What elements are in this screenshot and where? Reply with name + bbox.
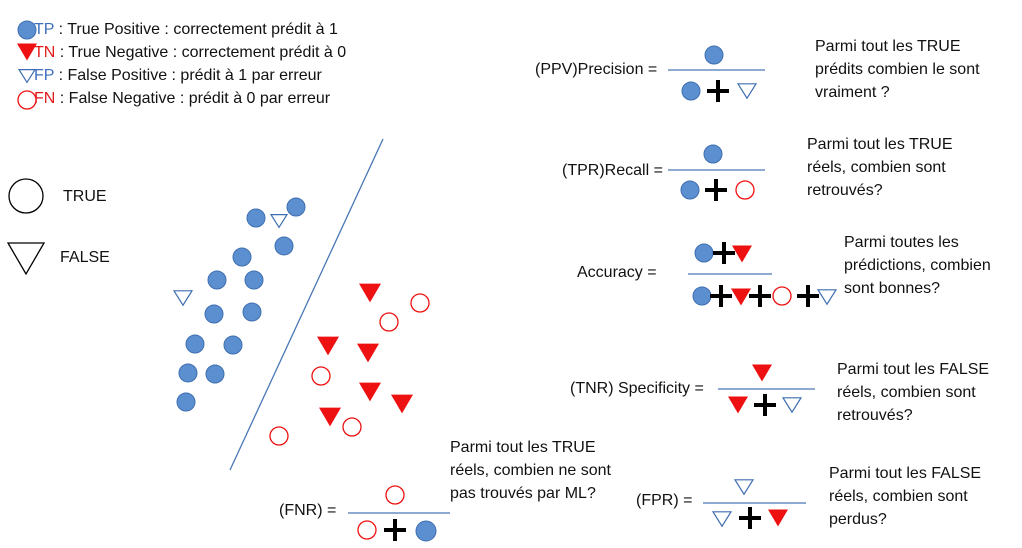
recall-note: Parmi tout les TRUE réels, combien sont …: [807, 133, 953, 202]
tn-triangle-icon: [319, 407, 341, 427]
precision-note: Parmi tout les TRUE prédits combien le s…: [815, 35, 980, 104]
fpr-note-line: perdus?: [829, 511, 887, 528]
fp-triangle-icon: [736, 83, 758, 100]
fp-triangle-icon: [781, 397, 803, 414]
legend-tp-abbr: TP: [34, 21, 55, 38]
fp-triangle-icon: [172, 290, 194, 307]
specificity-note-line: retrouvés?: [837, 407, 913, 424]
legend-fp: FP : False Positive : prédit à 1 par err…: [16, 67, 322, 85]
fpr-note: Parmi tout les FALSE réels, combien sont…: [829, 462, 981, 531]
tp-circle-icon: [17, 20, 37, 40]
fn-circle-icon: [410, 293, 430, 313]
tp-circle-icon: [207, 270, 227, 290]
fn-circle-icon: [269, 426, 289, 446]
tn-triangle-icon: [359, 382, 381, 402]
tp-circle-icon: [176, 392, 196, 412]
legend-tp-text: : True Positive : correctement prédit à …: [54, 21, 338, 38]
tp-circle-icon: [204, 304, 224, 324]
tp-circle-icon: [415, 520, 437, 542]
tp-circle-icon: [680, 180, 700, 200]
legend-fp-abbr: FP: [34, 67, 55, 84]
tp-circle-icon: [703, 144, 723, 164]
precision-note-line: vraiment ?: [815, 84, 890, 101]
fn-circle-icon: [772, 286, 792, 306]
tp-circle-icon: [246, 208, 266, 228]
recall-note-line: réels, combien sont: [807, 159, 946, 176]
tp-circle-icon: [694, 243, 714, 263]
legend-fn-abbr: FN: [34, 90, 56, 107]
fn-circle-icon: [379, 312, 399, 332]
tp-circle-icon: [692, 286, 712, 306]
tp-circle-icon: [205, 364, 225, 384]
legend-fn-text: : False Negative : prédit à 0 par erreur: [55, 90, 331, 107]
recall-label: (TPR)Recall =: [562, 162, 663, 179]
accuracy-note: Parmi toutes les prédictions, combien so…: [844, 231, 991, 300]
fn-circle-icon: [385, 485, 405, 505]
specificity-note-line: réels, combien sont: [837, 384, 976, 401]
true-key-circle-icon: [8, 178, 44, 214]
tn-triangle-icon: [317, 336, 339, 356]
recall-note-line: retrouvés?: [807, 182, 883, 199]
tp-circle-icon: [244, 270, 264, 290]
tn-triangle-icon: [732, 245, 752, 263]
legend-tp: TP : True Positive : correctement prédit…: [16, 21, 338, 39]
key-false-label: FALSE: [60, 249, 110, 266]
tn-triangle-icon: [728, 396, 748, 414]
tp-circle-icon: [704, 45, 724, 65]
fn-circle-icon: [17, 90, 37, 110]
accuracy-note-line: prédictions, combien: [844, 257, 991, 274]
tn-triangle-icon: [359, 283, 381, 303]
fp-triangle-icon: [816, 289, 838, 306]
fnr-note-line: réels, combien ne sont: [450, 462, 611, 479]
fp-triangle-icon: [269, 214, 289, 229]
specificity-label: (TNR) Specificity =: [570, 380, 704, 397]
legend-tn: TN : True Negative : correctement prédit…: [16, 44, 346, 62]
fpr-label: (FPR) =: [636, 492, 693, 509]
specificity-note-line: Parmi tout les FALSE: [837, 361, 990, 378]
false-key-triangle-icon: [6, 242, 46, 276]
decision-boundary-line: [229, 138, 384, 471]
specificity-note: Parmi tout les FALSE réels, combien sont…: [837, 358, 989, 427]
tp-circle-icon: [223, 335, 243, 355]
fnr-note-line: pas trouvés par ML?: [450, 485, 596, 502]
fn-circle-icon: [311, 366, 331, 386]
fp-triangle-icon: [733, 479, 755, 496]
fn-circle-icon: [357, 520, 377, 540]
legend-fp-text: : False Positive : prédit à 1 par erreur: [54, 67, 322, 84]
legend-tn-abbr: TN: [34, 44, 56, 61]
tn-triangle-icon: [357, 343, 379, 363]
tp-circle-icon: [681, 81, 701, 101]
fpr-note-line: réels, combien sont: [829, 488, 968, 505]
legend-fn: FN : False Negative : prédit à 0 par err…: [16, 90, 330, 108]
precision-label: (PPV)Precision =: [535, 61, 658, 78]
fp-triangle-icon: [17, 68, 37, 84]
tp-circle-icon: [178, 363, 198, 383]
tn-triangle-icon: [752, 364, 772, 382]
precision-note-line: Parmi tout les TRUE: [815, 38, 961, 55]
tp-circle-icon: [232, 247, 252, 267]
fn-circle-icon: [342, 417, 362, 437]
accuracy-label: Accuracy =: [577, 264, 657, 281]
fpr-note-line: Parmi tout les FALSE: [829, 465, 982, 482]
tn-triangle-icon: [731, 288, 751, 306]
tn-triangle-icon: [17, 43, 37, 61]
recall-note-line: Parmi tout les TRUE: [807, 136, 953, 153]
tn-triangle-icon: [768, 509, 788, 527]
fp-triangle-icon: [711, 511, 733, 528]
fnr-note-line: Parmi tout les TRUE: [450, 439, 596, 456]
tn-triangle-icon: [391, 394, 413, 414]
tp-circle-icon: [286, 197, 306, 217]
tp-circle-icon: [274, 236, 294, 256]
legend-tn-text: : True Negative : correctement prédit à …: [55, 44, 347, 61]
tp-circle-icon: [242, 302, 262, 322]
tp-circle-icon: [185, 334, 205, 354]
accuracy-note-line: Parmi toutes les: [844, 234, 959, 251]
fn-circle-icon: [735, 180, 755, 200]
fnr-note: Parmi tout les TRUE réels, combien ne so…: [450, 436, 611, 505]
key-true-label: TRUE: [63, 188, 107, 205]
fnr-label: (FNR) =: [279, 502, 337, 519]
precision-note-line: prédits combien le sont: [815, 61, 980, 78]
accuracy-note-line: sont bonnes?: [844, 280, 941, 297]
